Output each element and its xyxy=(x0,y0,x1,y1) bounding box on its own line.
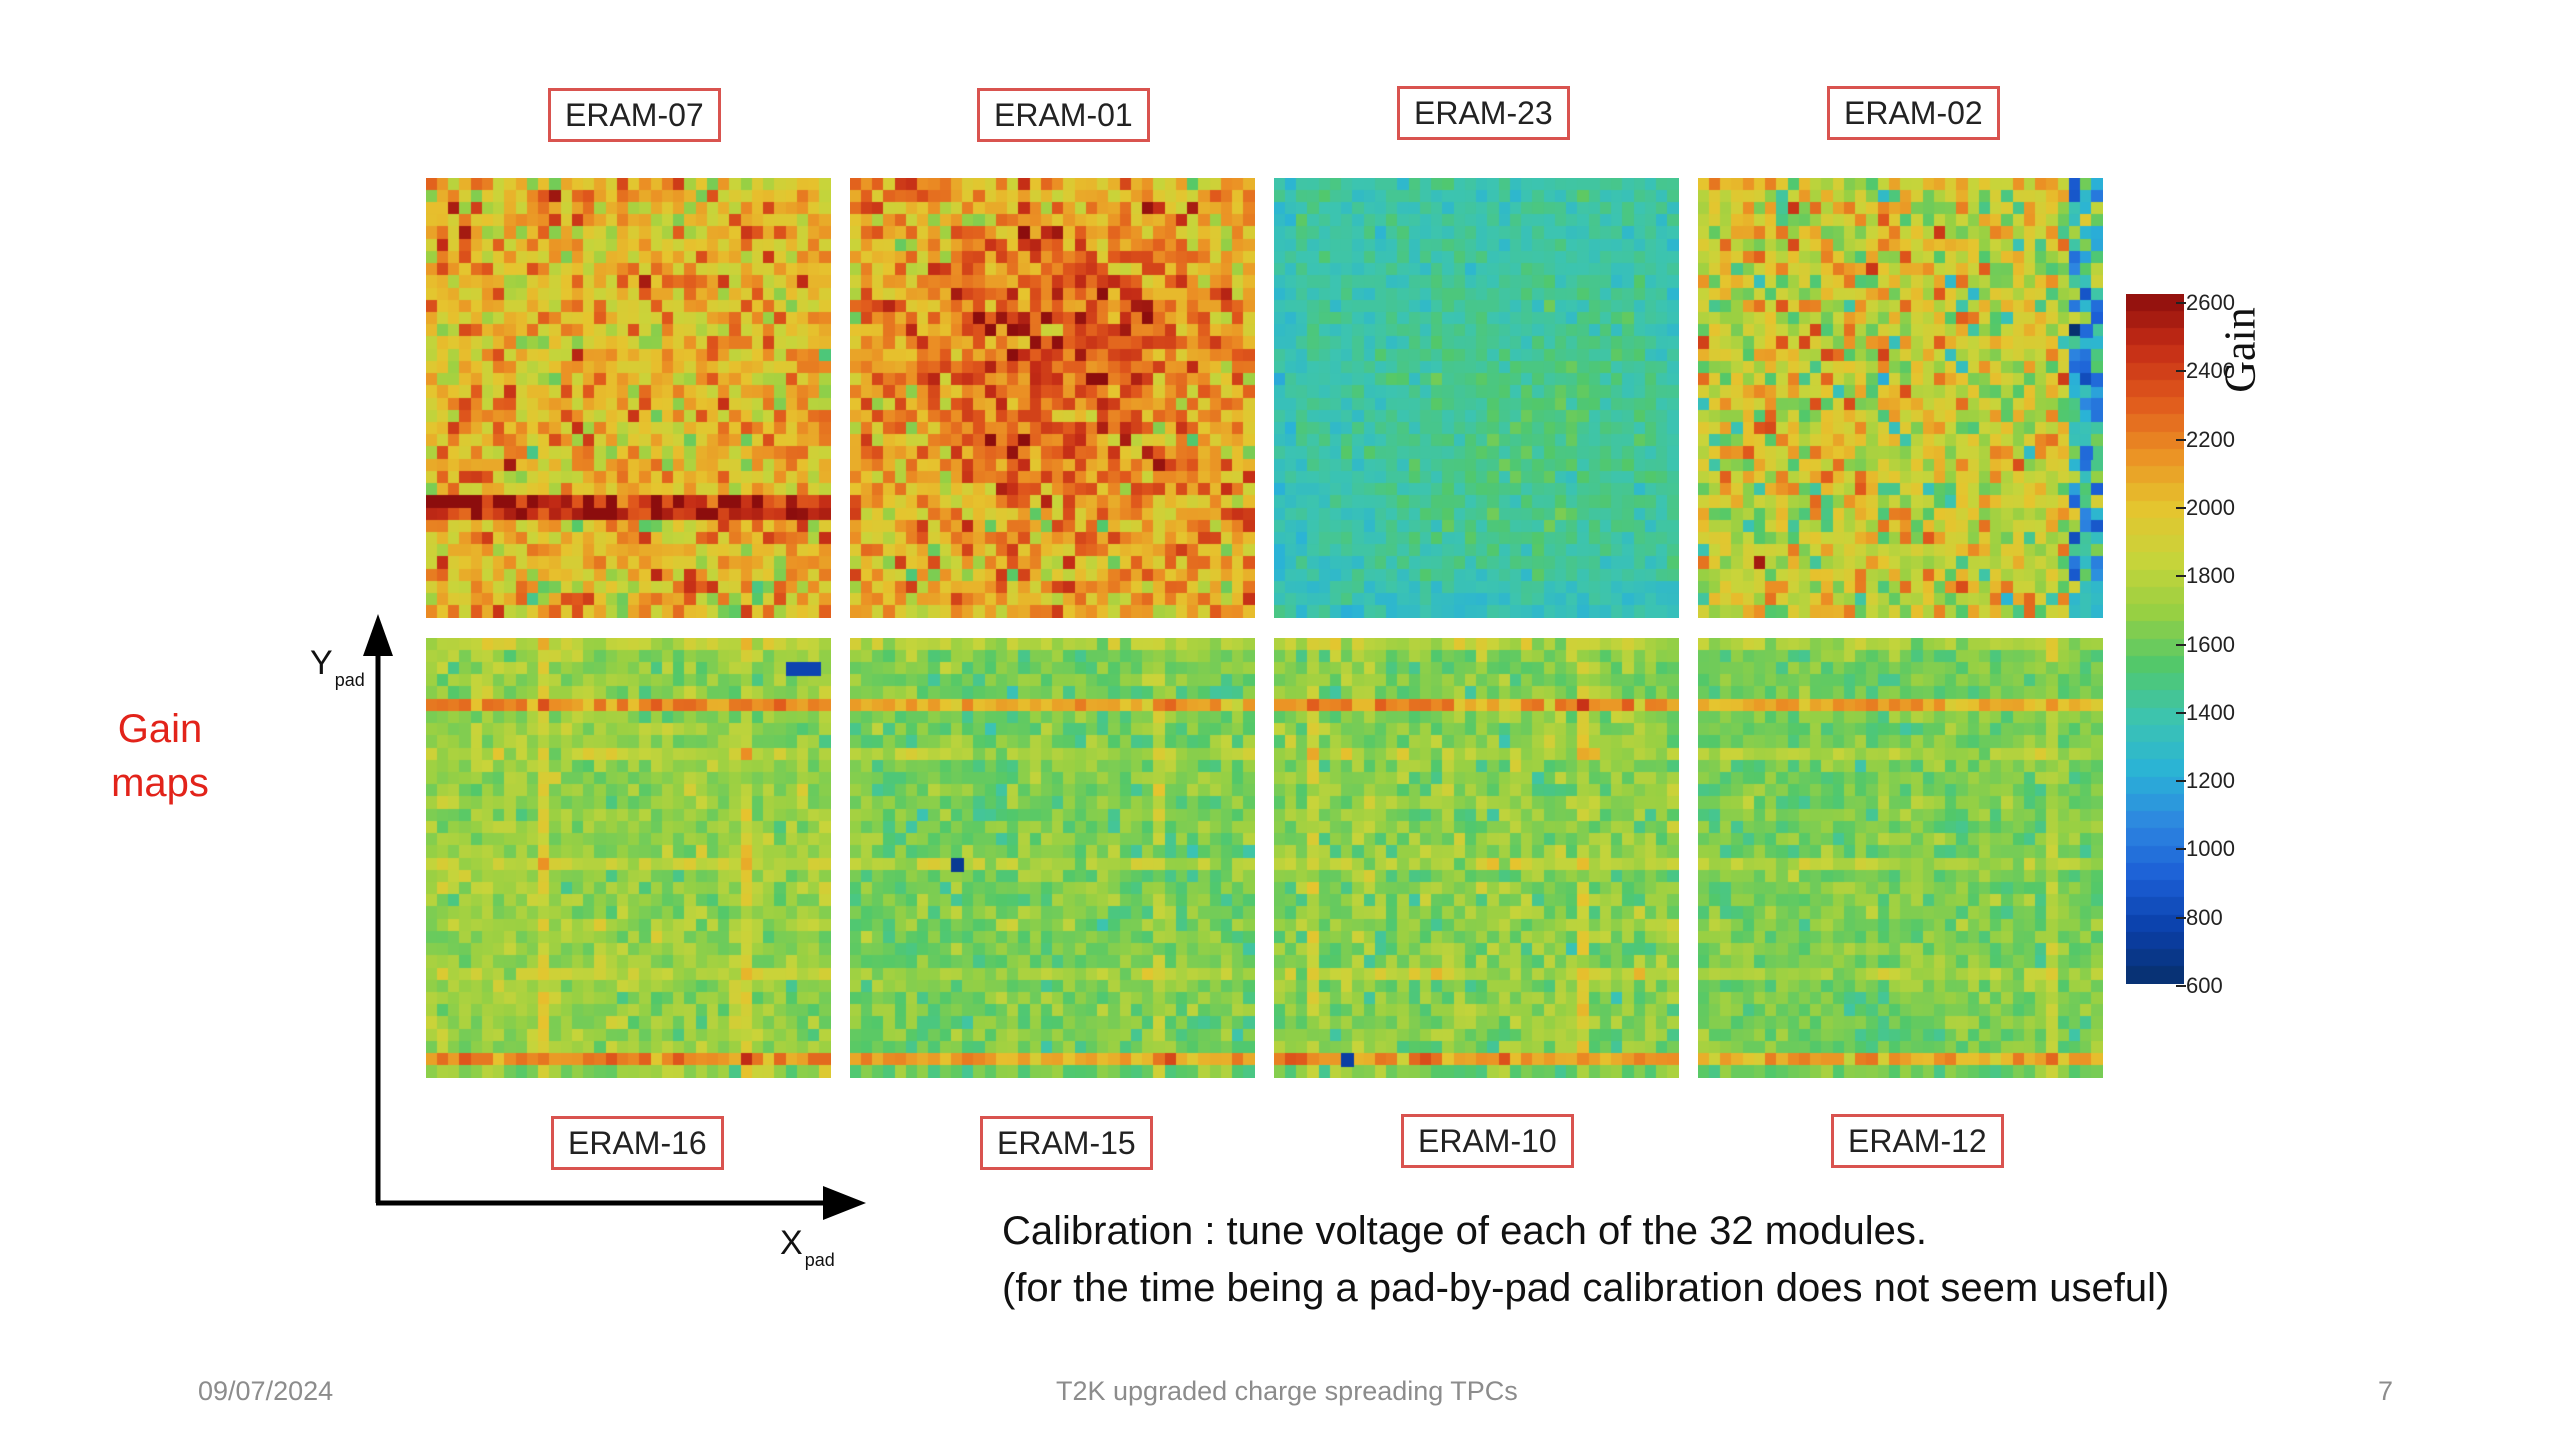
gain-map-eram-23 xyxy=(1274,178,1679,618)
gain-map-eram-16 xyxy=(426,638,831,1078)
module-label-eram-01: ERAM-01 xyxy=(977,88,1150,142)
gain-colorbar xyxy=(2126,294,2184,984)
colorbar-tick-mark xyxy=(2176,848,2186,851)
colorbar-tick-mark xyxy=(2176,438,2186,441)
calibration-note-line2: (for the time being a pad-by-pad calibra… xyxy=(1002,1266,2170,1310)
calibration-note: Calibration : tune voltage of each of th… xyxy=(1002,1203,2169,1317)
gain-map-eram-02 xyxy=(1698,178,2103,618)
gain-map-eram-12 xyxy=(1698,638,2103,1078)
y-axis-arrowhead xyxy=(363,614,393,656)
colorbar-tick-mark xyxy=(2176,643,2186,646)
colorbar-tick-mark xyxy=(2176,780,2186,783)
colorbar-tick-mark xyxy=(2176,711,2186,714)
footer-page-number: 7 xyxy=(2378,1376,2394,1406)
module-label-eram-10: ERAM-10 xyxy=(1401,1114,1574,1168)
calibration-note-line1: Calibration : tune voltage of each of th… xyxy=(1002,1209,1928,1253)
colorbar-tick-label: 2400 xyxy=(2186,358,2235,384)
footer-date: 09/07/2024 xyxy=(198,1376,334,1406)
gain-maps-label-line1: Gain xyxy=(117,707,203,751)
colorbar-tick-label: 1600 xyxy=(2186,631,2235,657)
colorbar-tick-label: 2600 xyxy=(2186,290,2235,315)
colorbar-tick-label: 600 xyxy=(2186,973,2223,998)
gain-maps-label: Gain maps xyxy=(100,702,220,810)
colorbar-tick-mark xyxy=(2176,985,2186,987)
module-label-eram-02: ERAM-02 xyxy=(1827,86,2000,140)
module-label-eram-23: ERAM-23 xyxy=(1397,86,1570,140)
footer-title: T2K upgraded charge spreading TPCs xyxy=(1056,1376,1518,1406)
colorbar-tick-label: 1200 xyxy=(2186,768,2235,794)
module-label-eram-15: ERAM-15 xyxy=(980,1116,1153,1170)
module-label-eram-12: ERAM-12 xyxy=(1831,1114,2004,1168)
gain-map-eram-15 xyxy=(850,638,1255,1078)
x-axis-subscript: pad xyxy=(804,1250,835,1270)
colorbar-tick-mark xyxy=(2176,302,2186,304)
colorbar-tick-mark xyxy=(2176,506,2186,509)
colorbar-tick-label: 1000 xyxy=(2186,836,2235,862)
gain-map-eram-01 xyxy=(850,178,1255,618)
gain-maps-label-line2: maps xyxy=(111,761,209,805)
colorbar-tick-label: 2000 xyxy=(2186,494,2235,520)
colorbar-tick-label: 2200 xyxy=(2186,426,2235,452)
module-label-eram-07: ERAM-07 xyxy=(548,88,721,142)
y-axis-subscript: pad xyxy=(334,670,365,690)
colorbar-title: Gain xyxy=(2215,307,2265,393)
colorbar-tick-label: 1400 xyxy=(2186,699,2235,725)
colorbar-tick-label: 1800 xyxy=(2186,563,2235,589)
colorbar-tick-mark xyxy=(2176,370,2186,373)
colorbar-tick-mark xyxy=(2176,916,2186,919)
colorbar-tick-mark xyxy=(2176,575,2186,578)
module-label-eram-16: ERAM-16 xyxy=(551,1116,724,1170)
colorbar-tick-label: 800 xyxy=(2186,904,2223,930)
gain-map-eram-07 xyxy=(426,178,831,618)
gain-map-eram-10 xyxy=(1274,638,1679,1078)
x-axis-arrowhead xyxy=(823,1186,866,1220)
